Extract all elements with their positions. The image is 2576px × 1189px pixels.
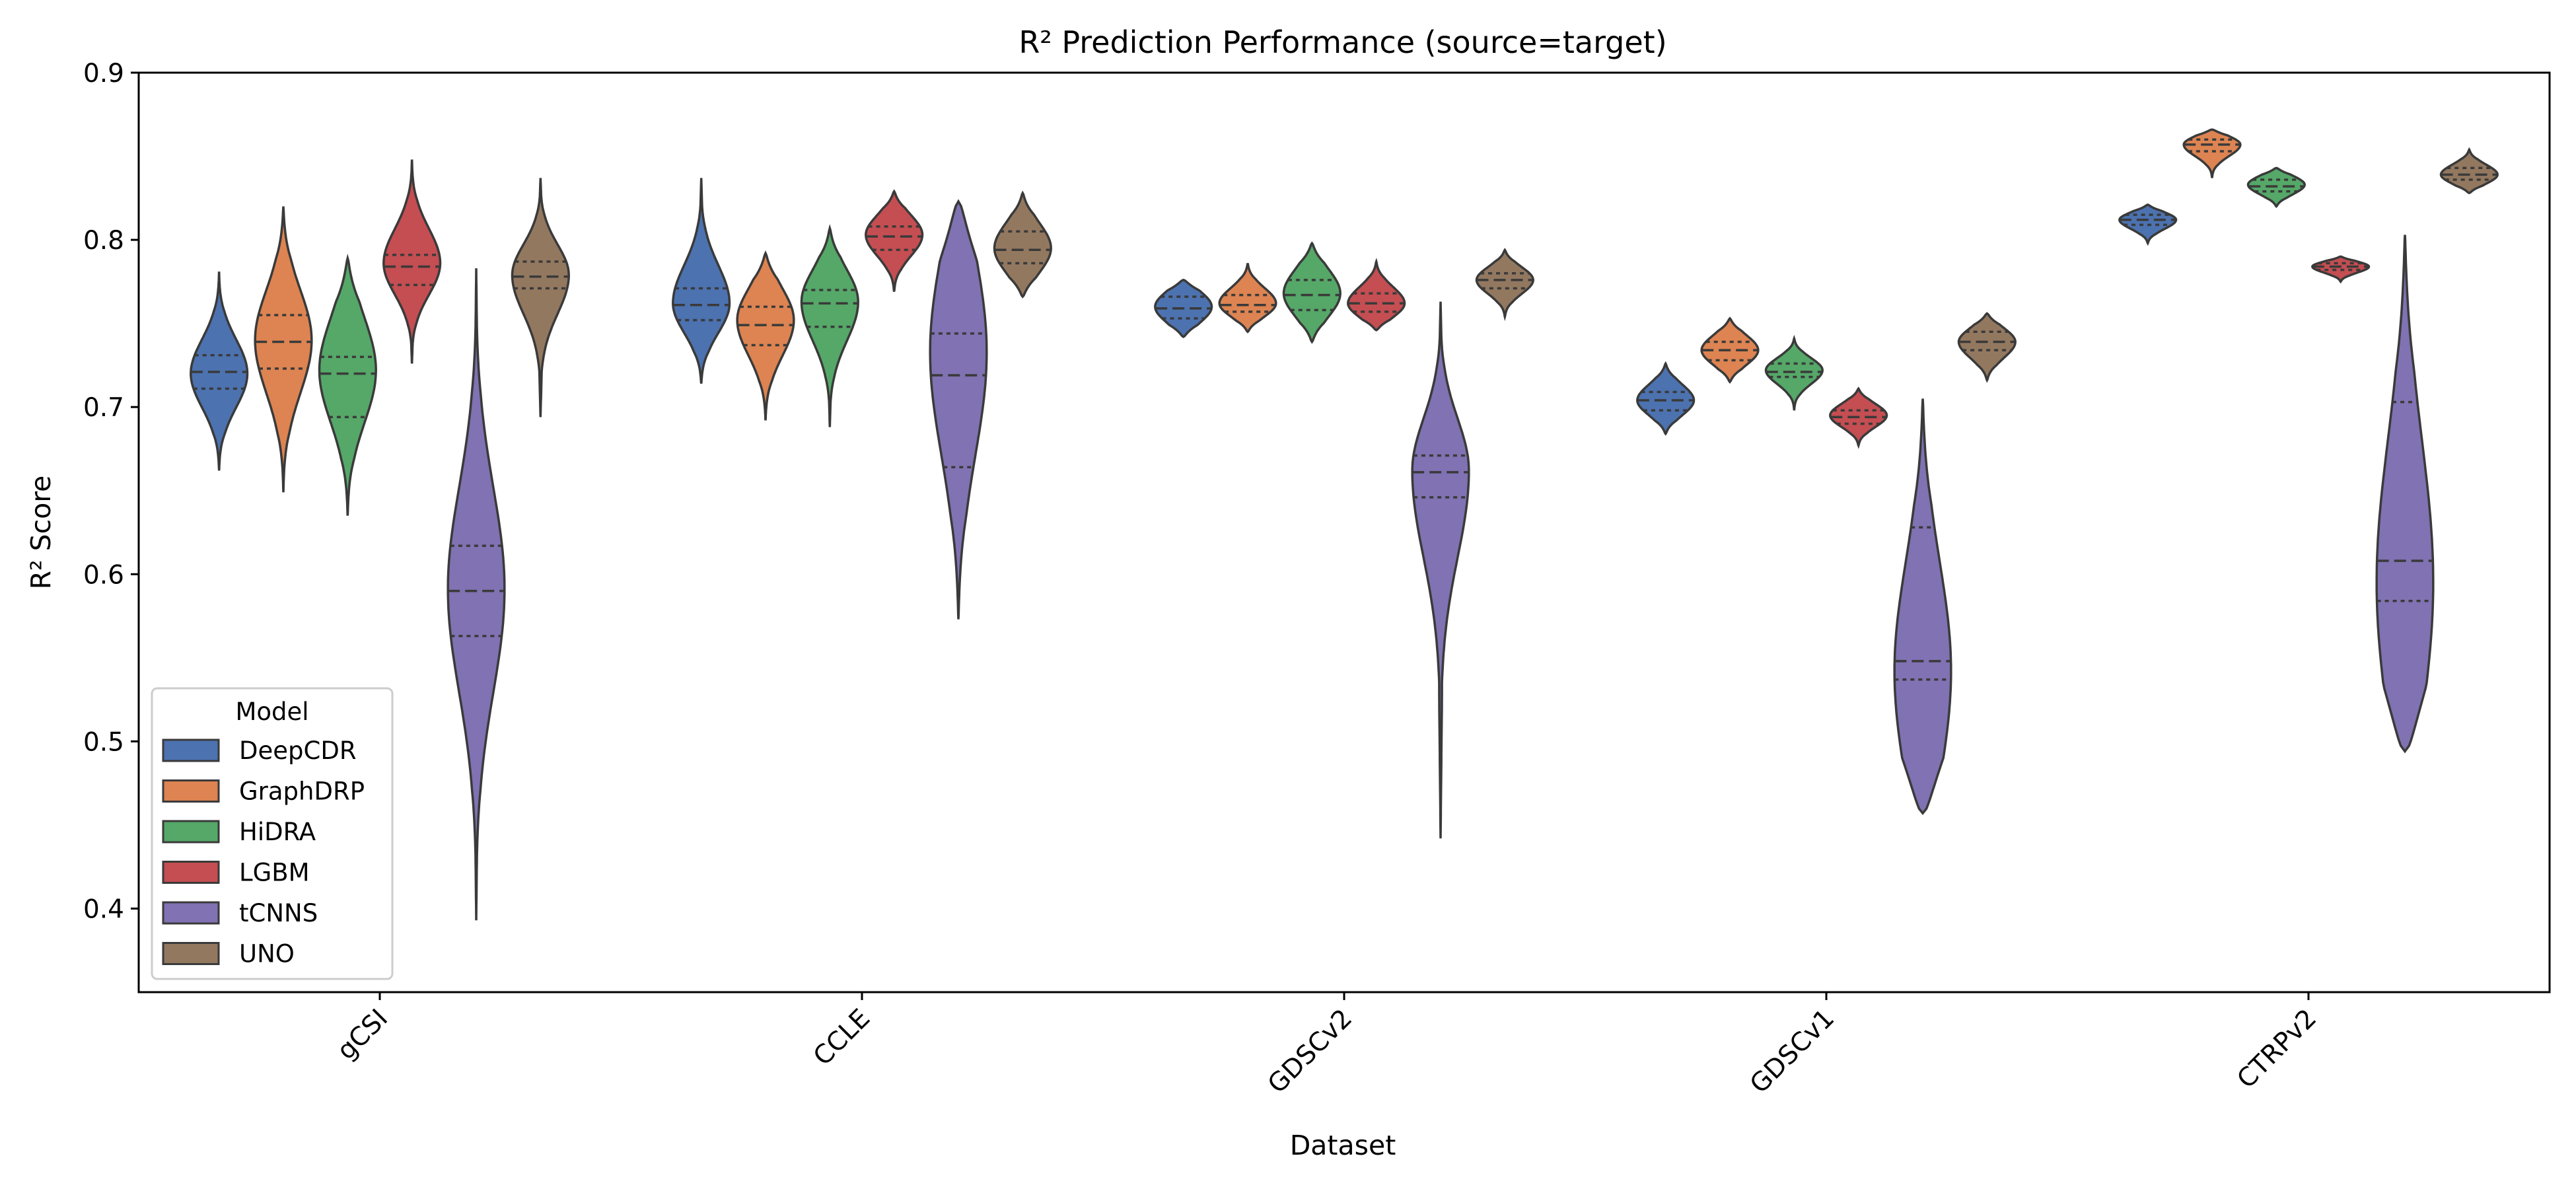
- violin-uno-ctrpv2: [2439, 147, 2499, 195]
- violin-lgbm-gcsi: [382, 159, 442, 364]
- legend-swatch-lgbm: [162, 861, 220, 884]
- violin-uno-gcsi: [511, 178, 570, 417]
- violin-uno-gdscv1: [1957, 312, 2017, 383]
- violin-graphdrp-ctrpv2: [2182, 128, 2242, 178]
- violin-uno-gdscv2: [1475, 248, 1534, 322]
- legend-swatch-graphdrp: [162, 779, 220, 803]
- plot-area: [190, 128, 2499, 921]
- y-tick-label: 0.5: [83, 727, 124, 757]
- violin-lgbm-ccle: [865, 189, 924, 292]
- legend-label-uno: UNO: [239, 940, 295, 968]
- y-tick-label: 0.8: [83, 226, 124, 256]
- violin-tcnns-gcsi: [447, 268, 506, 921]
- y-axis-label: R² Score: [25, 476, 57, 590]
- legend-swatch-hidra: [162, 820, 220, 844]
- violin-tcnns-ccle: [929, 199, 988, 620]
- legend-swatch-deepcdr: [162, 739, 220, 762]
- violin-hidra-gcsi: [318, 253, 377, 516]
- legend-swatch-tcnns: [162, 901, 220, 925]
- legend-label-graphdrp: GraphDRP: [239, 777, 365, 806]
- violin-tcnns-gdscv1: [1893, 398, 1952, 816]
- violin-graphdrp-ccle: [736, 250, 795, 421]
- legend: Model DeepCDR GraphDRP HiDRA LGBM tCNNS UNO: [151, 687, 394, 980]
- violin-hidra-gdscv2: [1282, 241, 1342, 344]
- violin-tcnns-gdscv2: [1411, 301, 1470, 839]
- y-tick-label: 0.4: [83, 894, 124, 924]
- violin-lgbm-gdscv2: [1347, 258, 1406, 332]
- x-axis-label: Dataset: [1290, 1130, 1396, 1161]
- legend-label-tcnns: tCNNS: [239, 899, 318, 927]
- chart-title: R² Prediction Performance (source=target…: [1019, 24, 1666, 60]
- y-tick-label: 0.9: [83, 59, 124, 89]
- legend-label-deepcdr: DeepCDR: [239, 737, 357, 765]
- y-tick-label: 0.7: [83, 393, 124, 423]
- violin-graphdrp-gcsi: [254, 206, 313, 493]
- legend-label-hidra: HiDRA: [239, 818, 316, 846]
- violin-deepcdr-ccle: [672, 178, 731, 384]
- y-axis: 0.4 0.5 0.6 0.7 0.8 0.9: [83, 59, 139, 924]
- legend-swatch-uno: [162, 942, 220, 965]
- violin-tcnns-ctrpv2: [2375, 234, 2435, 754]
- violin-graphdrp-gdscv2: [1218, 263, 1277, 334]
- y-tick-label: 0.6: [83, 560, 124, 590]
- legend-title: Model: [235, 698, 308, 726]
- violin-hidra-gdscv1: [1764, 334, 1824, 411]
- violin-uno-ccle: [993, 190, 1052, 299]
- violin-hidra-ccle: [800, 224, 859, 427]
- legend-label-lgbm: LGBM: [239, 859, 310, 887]
